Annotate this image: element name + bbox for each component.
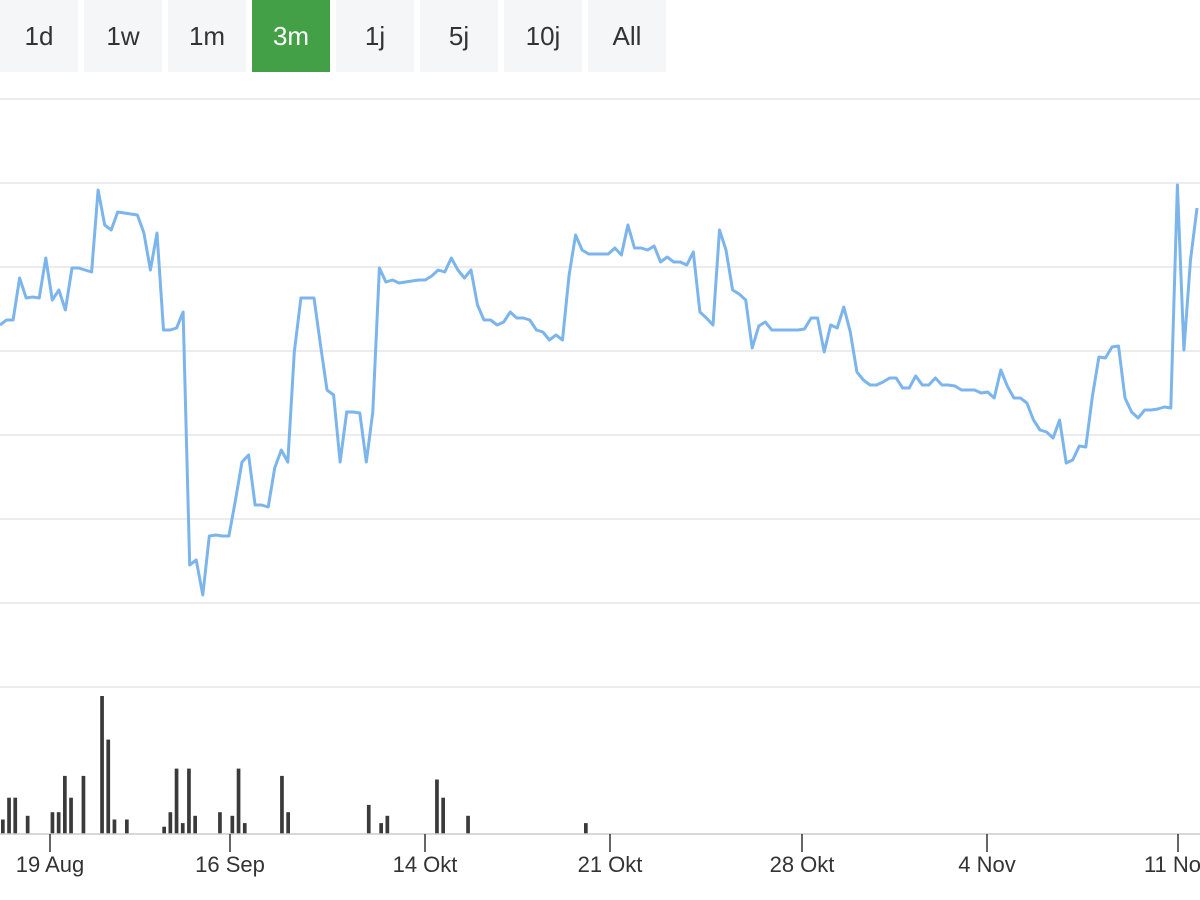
volume-bar <box>218 812 222 834</box>
volume-bar <box>466 815 470 834</box>
volume-bar <box>236 768 241 834</box>
volume-bar <box>7 797 11 834</box>
volume-bar <box>81 775 86 834</box>
range-button-5j[interactable]: 5j <box>420 0 498 72</box>
volume-bar <box>366 804 371 834</box>
volume-bar <box>230 815 235 834</box>
volume-bar <box>106 739 111 834</box>
x-tick-label: 11 Nov <box>1144 852 1200 877</box>
volume-bar <box>286 812 290 834</box>
volume-bar <box>280 775 284 834</box>
volume-bar <box>379 823 383 834</box>
volume-bar <box>435 779 439 834</box>
volume-bar <box>13 797 18 834</box>
volume-bar <box>385 815 390 834</box>
volume-bar <box>112 819 117 834</box>
volume-bar <box>50 812 55 834</box>
range-button-1w[interactable]: 1w <box>84 0 162 72</box>
price-series-line <box>0 183 1199 597</box>
range-button-1j[interactable]: 1j <box>336 0 414 72</box>
volume-bar <box>1 819 5 834</box>
volume-bar <box>125 819 129 834</box>
x-tick-label: 19 Aug <box>16 852 85 877</box>
x-tick-label: 21 Okt <box>578 852 643 877</box>
range-button-3m[interactable]: 3m <box>252 0 330 72</box>
volume-bar <box>162 826 166 834</box>
volume-bar <box>56 812 61 834</box>
x-tick-label: 14 Okt <box>393 852 458 877</box>
volume-bar <box>584 823 588 834</box>
range-selector: 1d 1w 1m 3m 1j 5j 10j All <box>0 0 666 72</box>
range-button-1m[interactable]: 1m <box>168 0 246 72</box>
volume-bar <box>63 775 67 834</box>
range-button-all[interactable]: All <box>588 0 666 72</box>
chart-gridlines <box>0 98 1200 688</box>
x-tick-label: 28 Okt <box>770 852 835 877</box>
volume-bar <box>69 797 73 834</box>
volume-bar <box>180 823 185 834</box>
x-axis-ticks: 19 Aug 16 Sep 14 Okt 21 Okt 28 Okt 4 Nov 11 No… <box>16 834 1200 877</box>
volume-bar <box>168 812 173 834</box>
volume-bar <box>174 768 179 834</box>
volume-bar <box>193 815 197 834</box>
x-tick-label: 16 Sep <box>195 852 265 877</box>
x-tick-label: 4 Nov <box>958 852 1015 877</box>
volume-bars <box>1 696 588 834</box>
volume-bar <box>441 797 445 834</box>
volume-bar <box>100 696 104 834</box>
range-button-1d[interactable]: 1d <box>0 0 78 72</box>
volume-bar <box>242 823 247 834</box>
volume-bar <box>187 768 191 834</box>
range-button-10j[interactable]: 10j <box>504 0 582 72</box>
volume-bar <box>25 815 30 834</box>
